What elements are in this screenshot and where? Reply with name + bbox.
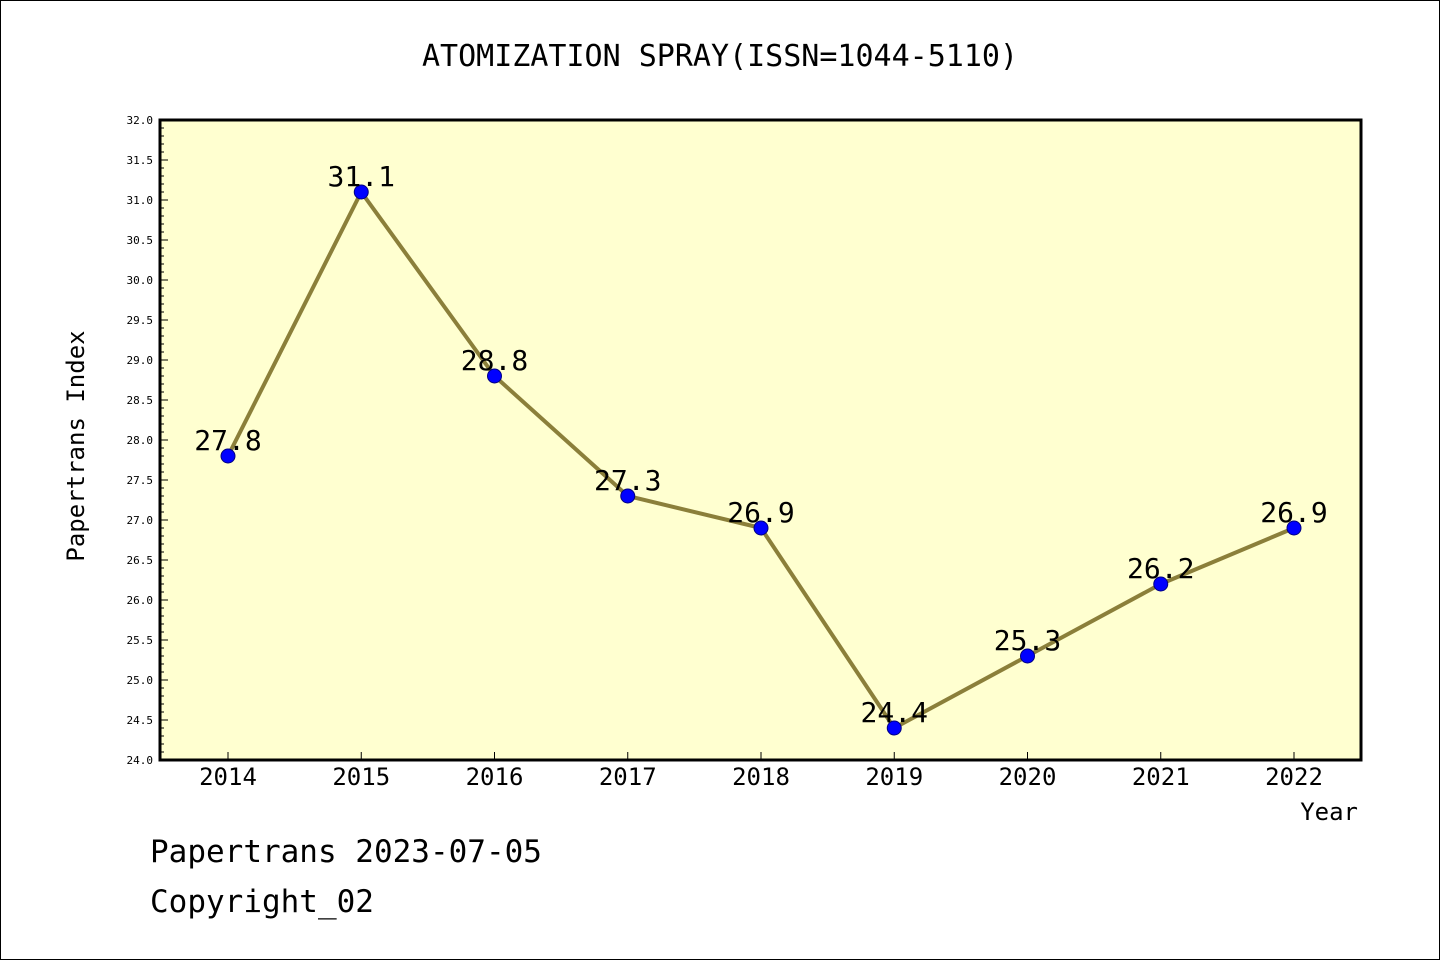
data-point <box>1020 648 1035 664</box>
y-tick-label: 31.0 <box>127 194 154 207</box>
footer-copyright: Copyright_02 <box>150 884 374 920</box>
data-label: 24.4 <box>861 696 928 729</box>
x-tick-label: 2016 <box>466 763 524 791</box>
data-point <box>620 488 636 504</box>
y-tick-label: 30.5 <box>127 234 154 247</box>
data-label: 26.9 <box>1260 496 1327 529</box>
y-tick-label: 25.0 <box>127 674 154 687</box>
data-point <box>487 368 502 384</box>
plot-area <box>158 118 1363 762</box>
data-label: 27.3 <box>594 464 661 497</box>
x-tick-label: 2017 <box>599 763 657 791</box>
x-tick-label: 2021 <box>1132 763 1190 791</box>
data-point <box>886 720 902 736</box>
x-tick-label: 2019 <box>865 763 923 791</box>
footer-date-line: Papertrans 2023-07-05 <box>150 834 542 870</box>
y-tick-label: 27.5 <box>127 474 154 487</box>
x-tick-label: 2022 <box>1265 763 1323 791</box>
data-label: 28.8 <box>461 344 528 377</box>
x-tick-label: 2014 <box>199 763 257 791</box>
data-point <box>753 520 769 536</box>
y-tick-label: 29.5 <box>127 314 154 327</box>
y-tick-label: 24.0 <box>127 754 154 767</box>
markers-group <box>220 184 1302 736</box>
data-label: 25.3 <box>994 624 1061 657</box>
x-axis: 2014 2015 2016 2017 2018 2019 2020 2021 2022 <box>199 752 1323 791</box>
y-tick-label: 28.5 <box>127 394 154 407</box>
data-label: 26.2 <box>1127 552 1194 585</box>
x-tick-label: 2015 <box>332 763 390 791</box>
data-label: 27.8 <box>194 424 261 457</box>
y-tick-label: 26.0 <box>127 594 154 607</box>
y-axis-label: Papertrans Index <box>62 330 90 561</box>
y-tick-label: 28.0 <box>127 434 154 447</box>
chart-title: ATOMIZATION SPRAY(ISSN=1044-5110) <box>422 39 1018 74</box>
x-tick-label: 2018 <box>732 763 790 791</box>
y-axis: 24.0 24.5 25.0 25.5 26.0 26.5 27.0 27.5 28.0 28.5… <box>127 114 168 767</box>
data-labels-group: 27.8 31.1 28.8 27.3 26.9 24.4 25.3 26.2 26.9 <box>194 160 1327 729</box>
y-tick-label: 29.0 <box>127 354 154 367</box>
y-tick-label: 32.0 <box>127 114 154 127</box>
data-label: 26.9 <box>727 496 794 529</box>
y-tick-label: 26.5 <box>127 554 154 567</box>
y-tick-label: 27.0 <box>127 514 154 527</box>
x-tick-label: 2020 <box>999 763 1057 791</box>
data-point <box>220 448 236 464</box>
y-tick-label: 25.5 <box>127 634 154 647</box>
y-tick-label: 31.5 <box>127 154 154 167</box>
y-tick-label: 30.0 <box>127 274 154 287</box>
x-axis-label: Year <box>1300 798 1358 826</box>
data-point <box>353 184 369 200</box>
y-tick-label: 24.5 <box>127 714 154 727</box>
data-point <box>1153 576 1169 592</box>
data-label: 31.1 <box>328 160 395 193</box>
data-point <box>1286 520 1302 536</box>
